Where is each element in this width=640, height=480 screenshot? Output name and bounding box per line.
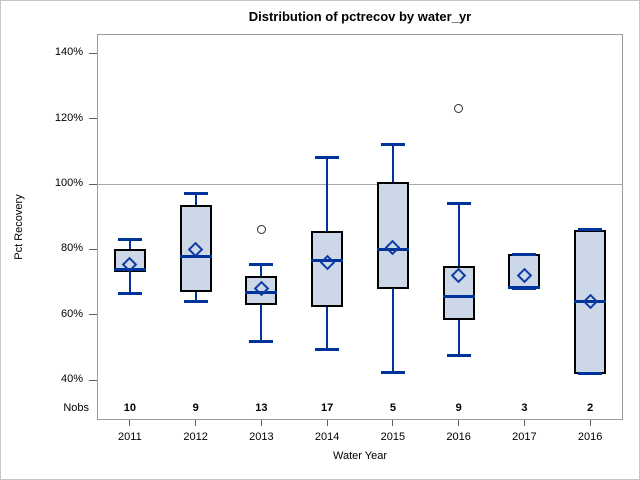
median-line [113,267,146,271]
y-tick-label: 120% [54,111,83,124]
nobs-value: 5 [389,402,396,414]
lower-whisker [260,305,263,342]
lower-whisker [457,319,460,356]
nobs-value: 3 [521,402,528,414]
y-tick-mark [89,183,97,185]
x-tick-mark [589,420,591,426]
plot-area [97,34,623,420]
iqr-box [245,275,278,306]
median-line [311,259,344,263]
x-axis-title: Water Year [332,450,387,462]
upper-whisker-cap [315,156,340,160]
upper-whisker-cap [446,202,471,206]
y-tick-mark [89,118,97,119]
x-tick-mark [458,420,460,426]
lower-whisker-cap [512,287,537,291]
iqr-box [376,182,409,289]
x-tick-mark [129,420,131,426]
x-tick-label: 2016 [577,431,603,443]
x-tick-label: 2015 [380,431,406,443]
nobs-value: 17 [321,402,334,414]
upper-whisker-cap [249,262,274,266]
lower-whisker-cap [183,300,208,304]
upper-whisker-cap [117,238,142,242]
upper-whisker [194,193,197,206]
x-tick-mark [523,420,525,426]
lower-whisker-cap [315,347,340,351]
x-tick-mark [326,420,328,426]
nobs-value: 10 [123,402,136,414]
nobs-value: 2 [587,402,594,414]
upper-whisker-cap [578,228,603,232]
lower-whisker-cap [380,370,405,374]
median-line [245,290,278,294]
outlier-circle-marker [256,225,266,235]
upper-whisker-cap [183,192,208,196]
median-line [179,254,212,258]
iqr-box [179,205,212,293]
lower-whisker-cap [117,292,142,296]
y-axis-title: Pct Recovery [13,194,25,260]
median-line [574,300,607,304]
median-line [442,295,475,299]
y-tick-label: 140% [54,46,83,59]
y-tick-mark [89,52,97,54]
lower-whisker-cap [446,354,471,358]
lower-whisker [128,272,131,294]
upper-whisker [391,144,394,183]
x-tick-label: 2017 [512,431,537,443]
x-tick-label: 2014 [314,431,340,443]
y-tick-label: 80% [60,242,83,255]
median-line [508,285,541,289]
x-tick-mark [260,420,262,426]
upper-whisker [128,239,131,250]
iqr-box [311,231,344,307]
upper-whisker [457,203,460,266]
outlier-circle-marker [454,104,464,114]
upper-whisker-cap [512,252,537,256]
x-tick-label: 2011 [118,431,142,443]
lower-whisker [326,306,329,350]
upper-whisker-cap [380,143,405,147]
y-tick-mark [89,314,97,316]
chart-title: Distribution of pctrecov by water_yr [248,9,472,24]
lower-whisker-cap [578,372,603,376]
lower-whisker-cap [249,339,274,343]
median-line [376,247,409,251]
x-tick-label: 2012 [183,431,208,443]
y-tick-mark [89,248,97,250]
upper-whisker [260,264,263,276]
y-tick-label: 100% [54,177,83,189]
y-tick-label: 40% [60,373,83,386]
lower-whisker [194,292,197,302]
lower-whisker [391,288,394,373]
iqr-box [113,249,146,273]
nobs-value: 9 [192,402,199,414]
x-tick-label: 2013 [249,431,274,443]
y-tick-label: 60% [60,307,83,320]
nobs-value: 13 [255,402,268,414]
upper-whisker [326,157,329,232]
nobs-value: 9 [455,402,462,414]
x-tick-label: 2016 [446,431,471,443]
iqr-box [442,265,475,320]
reference-line-100 [97,183,623,185]
x-tick-mark [392,420,394,426]
y-tick-mark [89,379,97,381]
nobs-row-label: Nobs [63,402,89,414]
x-tick-mark [195,420,197,426]
